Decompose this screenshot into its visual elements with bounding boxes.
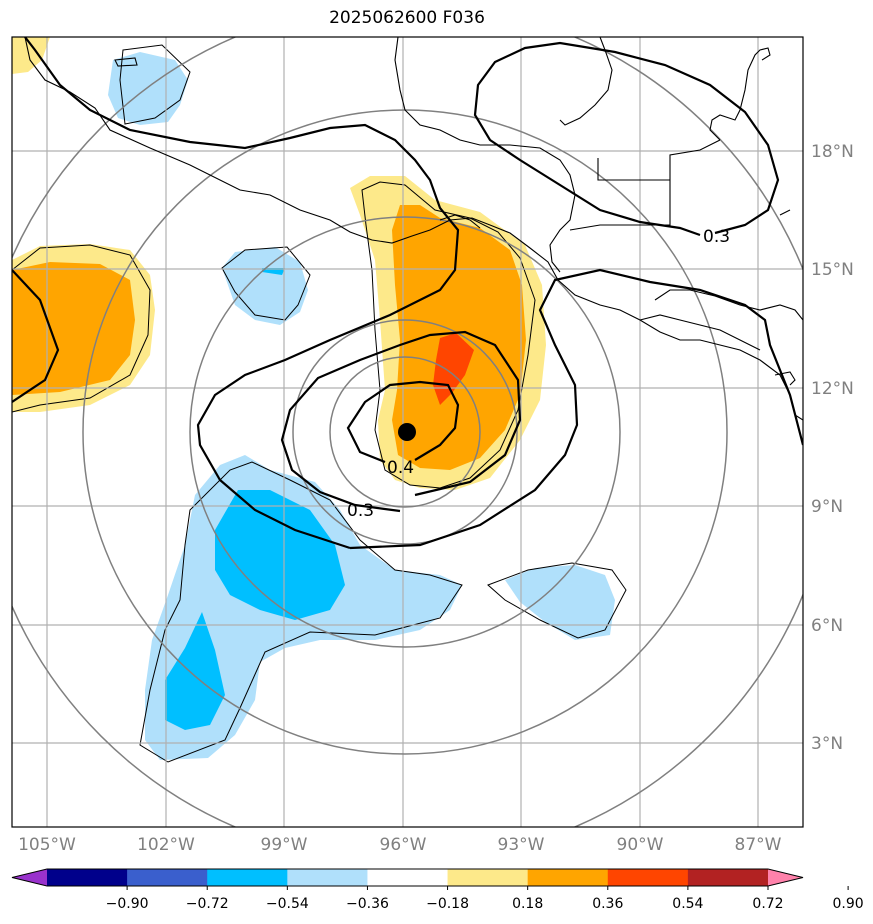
colorbar-label: 0.90 [833, 896, 864, 912]
colorbar-label: −0.36 [346, 896, 389, 912]
negative-anomaly-deep [165, 612, 225, 730]
negative-anomaly-deep [262, 268, 285, 275]
lat-label: 15°N [811, 260, 854, 280]
negative-anomaly-light [108, 52, 188, 125]
lon-label: 87°W [735, 835, 782, 855]
lon-label: 99°W [261, 835, 308, 855]
colorbar-swatch [447, 869, 529, 886]
colorbar-label: 0.36 [592, 896, 623, 912]
contour-label: 0.4 [387, 458, 414, 478]
negative-anomaly-light [222, 247, 308, 325]
colorbar-label: −0.18 [426, 896, 469, 912]
anomaly-fills [12, 37, 615, 760]
map-frame [11, 36, 804, 828]
storm-center-dot [398, 423, 416, 441]
colorbar-extend-low [12, 869, 47, 886]
colorbar-label: 0.72 [752, 896, 783, 912]
lon-label: 93°W [498, 835, 545, 855]
colorbar-outline [11, 868, 804, 887]
colorbar-label: −0.72 [186, 896, 229, 912]
anomaly-outlines [12, 44, 627, 763]
contour-label-group: 0.4 0.3 0.3 [347, 227, 730, 521]
lon-label: 102°W [137, 835, 195, 855]
colorbar-extend-high [768, 869, 803, 886]
lat-label: 12°N [811, 379, 854, 399]
latitude-labels: 18°N 15°N 12°N 9°N 6°N 3°N [811, 142, 854, 754]
lat-label: 18°N [811, 142, 854, 162]
colorbar-swatch [207, 869, 288, 886]
coastlines [24, 37, 803, 421]
colorbar-label: 0.18 [512, 896, 543, 912]
colorbar: −0.90 −0.72 −0.54 −0.36 −0.18 0.18 0.36 0.54 0.7… [11, 868, 864, 912]
negative-anomaly-deep [215, 490, 345, 620]
colorbar-swatch [687, 869, 769, 886]
map-title: 2025062600 F036 [329, 8, 485, 28]
colorbar-label: 0.54 [672, 896, 703, 912]
negative-anomaly-light [505, 565, 615, 640]
colorbar-swatch [607, 869, 689, 886]
colorbar-label: −0.90 [106, 896, 149, 912]
height-contours [12, 37, 803, 550]
colorbar-swatch [127, 869, 208, 886]
longitude-labels: 105°W 102°W 99°W 96°W 93°W 90°W 87°W [18, 835, 782, 855]
positive-anomaly-light [12, 37, 50, 74]
colorbar-label: −0.54 [266, 896, 309, 912]
positive-anomaly-orange [12, 262, 135, 395]
contour-label: 0.3 [347, 501, 374, 521]
lat-label: 6°N [811, 616, 843, 636]
contour-label: 0.3 [703, 227, 730, 247]
lon-label: 105°W [18, 835, 76, 855]
colorbar-swatch [47, 869, 128, 886]
colorbar-swatch [527, 869, 609, 886]
lat-label: 3°N [811, 734, 843, 754]
lon-label: 90°W [617, 835, 664, 855]
colorbar-swatch [367, 869, 449, 886]
lat-label: 9°N [811, 497, 843, 517]
positive-anomaly-red [433, 333, 474, 405]
map-area: 0.4 0.3 0.3 [12, 37, 803, 827]
colorbar-swatch [287, 869, 368, 886]
lon-label: 96°W [380, 835, 427, 855]
